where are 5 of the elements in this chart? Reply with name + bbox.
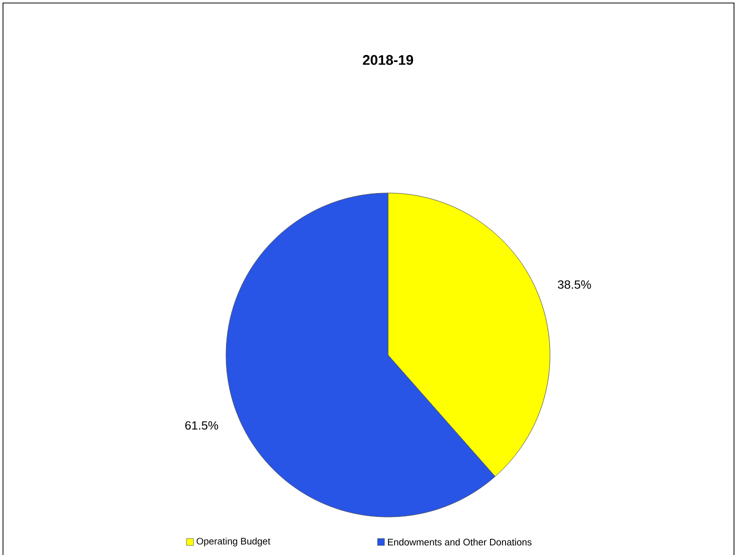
data-label: 61.5% — [185, 421, 218, 430]
legend-label: Operating Budget — [196, 537, 270, 546]
chart-title: 2018-19 — [362, 54, 414, 65]
data-label: 38.5% — [558, 280, 591, 289]
legend-label: Endowments and Other Donations — [388, 538, 532, 546]
